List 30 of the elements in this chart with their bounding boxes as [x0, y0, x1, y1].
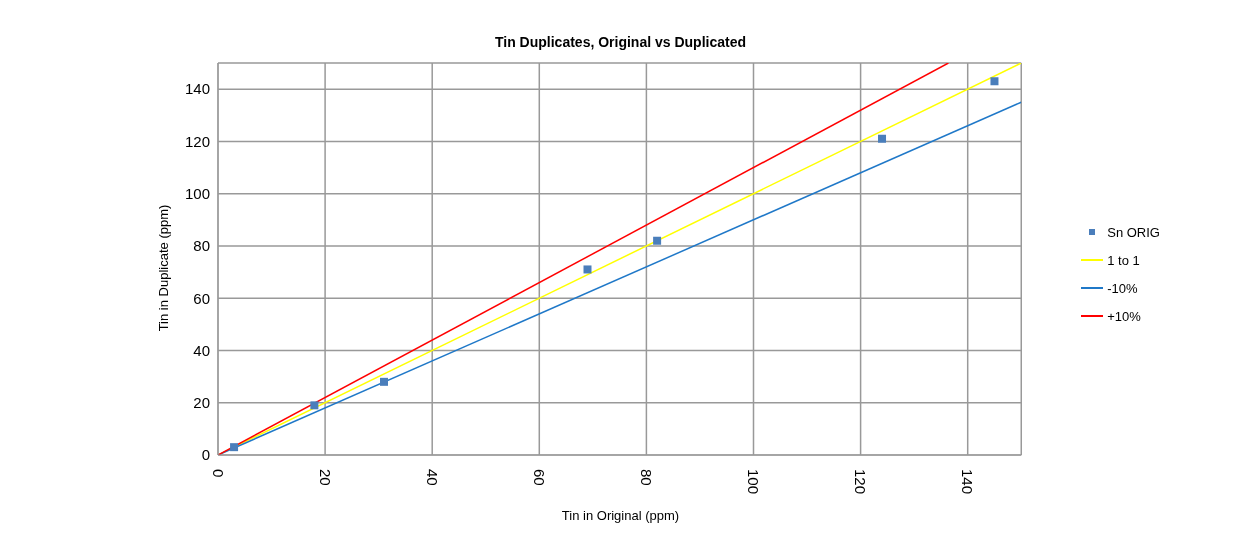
- y-tick-label: 40: [193, 341, 210, 359]
- legend-label: -10%: [1107, 280, 1138, 296]
- y-tick-label: 60: [193, 289, 210, 307]
- x-tick-label: 120: [852, 469, 870, 495]
- point: [230, 443, 239, 452]
- x-tick-label: 60: [530, 469, 548, 486]
- point: [583, 265, 592, 274]
- y-axis-title: Tin in Duplicate (ppm): [155, 204, 171, 332]
- point: [310, 401, 319, 410]
- x-tick-label: 140: [959, 469, 977, 495]
- x-tick-label: 20: [316, 469, 334, 486]
- y-tick-label: 140: [184, 80, 210, 98]
- point: [990, 77, 999, 86]
- x-tick-label: 40: [423, 469, 441, 486]
- y-tick-label: 80: [193, 237, 210, 255]
- y-tick-label: 120: [184, 132, 210, 150]
- legend-label: Sn ORIG: [1107, 224, 1160, 240]
- x-axis-title: Tin in Original (ppm): [560, 508, 681, 523]
- x-tick-label: 80: [637, 469, 655, 486]
- legend-label: +10%: [1107, 308, 1141, 324]
- y-tick-label: 0: [201, 446, 210, 464]
- y-tick-label: 20: [193, 394, 210, 412]
- point: [653, 236, 662, 245]
- x-tick-label: 100: [745, 469, 762, 495]
- point: [380, 377, 389, 386]
- x-tick-label: 0: [209, 469, 227, 478]
- point: [878, 134, 887, 143]
- y-tick-label: 100: [184, 184, 210, 202]
- legend-label: 1 to 1: [1107, 252, 1140, 268]
- chart-title: Tin Duplicates, Original vs Duplicated: [494, 34, 747, 50]
